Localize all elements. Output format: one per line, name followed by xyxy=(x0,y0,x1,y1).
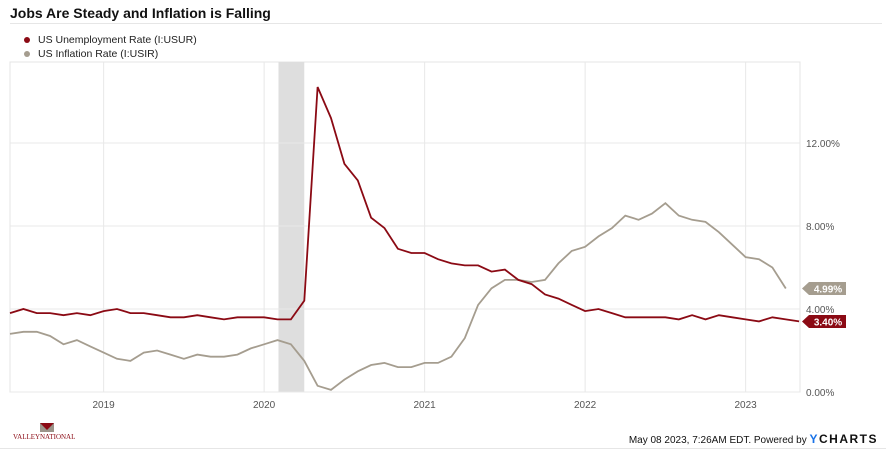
x-tick-label: 2022 xyxy=(574,400,597,411)
tag-shape xyxy=(802,314,846,328)
tag-label: 3.40% xyxy=(814,317,842,328)
svg-text:VALLEY: VALLEY xyxy=(13,433,40,441)
divider xyxy=(10,23,882,24)
legend-item-unemployment[interactable]: US Unemployment Rate (I:USUR) xyxy=(24,33,197,47)
recession-band xyxy=(278,62,305,392)
chart-title: Jobs Are Steady and Inflation is Falling xyxy=(10,5,271,21)
legend-dot-icon xyxy=(24,37,30,44)
x-tick-label: 2023 xyxy=(735,400,758,411)
bottom-border xyxy=(0,448,886,449)
valley-national-logo: VALLEY NATIONAL xyxy=(13,423,83,443)
timestamp: May 08 2023, 7:26AM EDT. Powered by xyxy=(628,435,807,446)
series-line-1 xyxy=(9,202,787,391)
x-tick-label: 2020 xyxy=(253,400,276,411)
ycharts-text: CHARTS xyxy=(819,432,878,446)
footer: May 08 2023, 7:26AM EDT. Powered by YCHA… xyxy=(629,432,878,446)
ycharts-link[interactable]: YCHARTS xyxy=(809,432,878,446)
plot-frame xyxy=(9,61,801,393)
y-tick-label: 4.00% xyxy=(806,305,834,316)
legend: US Unemployment Rate (I:USUR) US Inflati… xyxy=(24,33,197,61)
y-tick-label: 12.00% xyxy=(806,139,840,150)
last-value-tag-0: 3.40% xyxy=(802,314,846,328)
svg-text:NATIONAL: NATIONAL xyxy=(40,433,75,441)
last-value-tag-1: 4.99% xyxy=(802,281,846,295)
x-tick-label: 2019 xyxy=(93,400,116,411)
legend-label: US Inflation Rate (I:USIR) xyxy=(38,48,159,60)
series-line-0 xyxy=(9,86,800,323)
x-tick-label: 2021 xyxy=(414,400,437,411)
y-tick-label: 8.00% xyxy=(806,222,834,233)
legend-label: US Unemployment Rate (I:USUR) xyxy=(38,34,197,46)
tag-label: 4.99% xyxy=(814,284,842,295)
ycharts-y: Y xyxy=(809,432,819,446)
legend-dot-icon xyxy=(24,51,30,58)
y-tick-label: 0.00% xyxy=(806,388,834,399)
tag-shape xyxy=(802,281,846,295)
legend-item-inflation[interactable]: US Inflation Rate (I:USIR) xyxy=(24,47,197,61)
